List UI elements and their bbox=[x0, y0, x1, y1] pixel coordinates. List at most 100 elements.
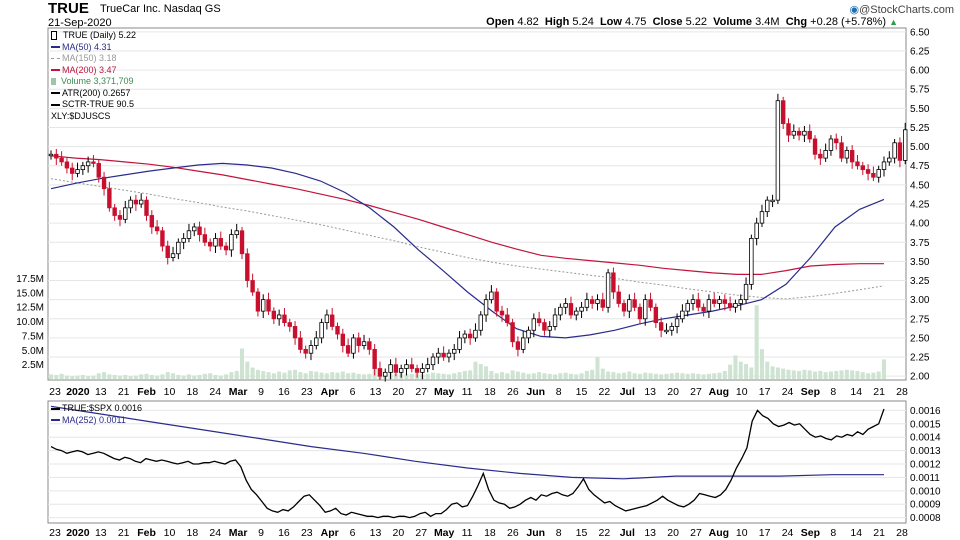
volume-axis-labels: 17.5M 15.0M 12.5M 10.0M 7.5M 5.0M 2.5M bbox=[16, 274, 44, 371]
candle-body bbox=[860, 165, 865, 170]
date-tick-label: Jul bbox=[620, 527, 635, 539]
change-value: +0.28 (+5.78%) bbox=[810, 16, 887, 28]
candle-body bbox=[849, 150, 855, 163]
ma200-line bbox=[50, 155, 884, 275]
candle-body bbox=[871, 172, 876, 178]
volume-bar bbox=[144, 373, 149, 379]
candle-body bbox=[658, 322, 664, 331]
volume-bar bbox=[728, 364, 733, 379]
candle-body bbox=[526, 329, 531, 339]
date-tick-label: Mar bbox=[229, 527, 248, 539]
ratio-legend: TRUE:$SPX 0.0016 MA(252) 0.0011 bbox=[51, 403, 142, 426]
volume-bar bbox=[287, 370, 292, 379]
volume-bar bbox=[712, 373, 717, 379]
volume-bar bbox=[855, 370, 860, 379]
candle-body bbox=[176, 241, 181, 255]
date-tick-label: 16 bbox=[278, 386, 290, 398]
candle-body bbox=[48, 153, 54, 157]
candle-body bbox=[314, 337, 319, 346]
candle-body bbox=[770, 199, 775, 203]
volume-bar bbox=[489, 370, 494, 379]
candle-body bbox=[154, 226, 160, 232]
candle-body bbox=[558, 306, 563, 316]
candle-body bbox=[271, 310, 277, 320]
ma252-line bbox=[50, 405, 884, 480]
volume-bar bbox=[611, 372, 616, 379]
date-tick-label: Jun bbox=[526, 527, 545, 539]
price-tick-label: 2.50 bbox=[910, 333, 930, 344]
volume-bar bbox=[797, 370, 802, 379]
date-tick-label: 27 bbox=[415, 386, 427, 398]
legend-entry: MA(200) 3.47 bbox=[51, 65, 136, 77]
date-tick-label: 26 bbox=[507, 386, 519, 398]
volume-bar bbox=[462, 370, 467, 379]
candle-body bbox=[372, 348, 377, 369]
date-tick-label: 24 bbox=[782, 386, 794, 398]
price-tick-label: 4.50 bbox=[910, 180, 930, 191]
volume-bar bbox=[452, 373, 457, 379]
volume-bar bbox=[255, 369, 260, 379]
price-tick-label: 4.75 bbox=[910, 161, 930, 172]
volume-bar bbox=[643, 372, 648, 379]
volume-bar bbox=[722, 370, 727, 379]
volume-bar bbox=[675, 372, 680, 379]
candle-body bbox=[584, 299, 590, 308]
volume-bar bbox=[866, 373, 871, 379]
candle-body bbox=[446, 352, 452, 358]
candle-body bbox=[600, 299, 605, 308]
candle-body bbox=[473, 329, 478, 339]
stockcharts-logo[interactable]: ◉@StockCharts.com bbox=[849, 3, 954, 16]
date-tick-label: 6 bbox=[350, 527, 356, 539]
candle-body bbox=[706, 299, 712, 312]
candle-body bbox=[855, 161, 860, 167]
volume-bar bbox=[542, 373, 547, 379]
volume-bar bbox=[563, 372, 568, 379]
date-tick-label: 15 bbox=[576, 386, 588, 398]
candle-body bbox=[398, 368, 404, 373]
date-tick-label: May bbox=[434, 386, 455, 398]
date-tick-label: 14 bbox=[850, 527, 862, 539]
ratio-tick-label: 0.0009 bbox=[910, 500, 941, 511]
candle-body bbox=[319, 322, 324, 339]
volume-bar bbox=[834, 370, 839, 379]
legend-entry: Volume 3,371,709 bbox=[51, 76, 136, 88]
candle-body bbox=[637, 306, 643, 320]
candle-body bbox=[144, 199, 149, 216]
date-tick-label: 6 bbox=[350, 386, 356, 398]
volume-bar bbox=[579, 373, 584, 379]
candle-body bbox=[430, 356, 436, 366]
volume-bar bbox=[293, 369, 298, 379]
candle-body bbox=[664, 329, 669, 333]
volume-bar bbox=[335, 372, 340, 379]
date-tick-label: 8 bbox=[556, 527, 562, 539]
date-tick-label: 23 bbox=[49, 527, 61, 539]
volume-bar bbox=[224, 374, 229, 379]
candle-body bbox=[818, 153, 823, 159]
volume-bar bbox=[680, 373, 685, 379]
candle-body bbox=[531, 318, 537, 331]
volume-bar bbox=[659, 374, 664, 379]
volume-bar bbox=[102, 372, 107, 379]
date-tick-label: 22 bbox=[599, 527, 611, 539]
line-icon bbox=[51, 419, 60, 422]
date-tick-label: 13 bbox=[95, 386, 107, 398]
candle-body bbox=[123, 207, 128, 220]
candle-body bbox=[361, 341, 367, 346]
dotted-line-icon bbox=[51, 58, 60, 60]
volume-bar bbox=[478, 364, 483, 379]
candle-body bbox=[669, 326, 674, 331]
date-tick-label: 18 bbox=[187, 527, 199, 539]
price-tick-label: 6.25 bbox=[910, 46, 930, 57]
volume-tick-label: 7.5M bbox=[22, 331, 44, 342]
volume-bar bbox=[850, 370, 855, 379]
volume-bar bbox=[701, 374, 706, 379]
volume-bar bbox=[271, 373, 276, 379]
price-axis-labels: 6.50 6.25 6.00 5.75 5.50 5.25 5.00 4.75 4.50 4.25… bbox=[910, 27, 930, 382]
candle-body bbox=[568, 303, 574, 316]
volume-bar bbox=[521, 372, 526, 379]
ratio-lines bbox=[50, 405, 885, 519]
high-label: High bbox=[544, 16, 570, 28]
date-tick-label: 21 bbox=[118, 386, 130, 398]
volume-bar bbox=[754, 305, 759, 379]
candle-body bbox=[250, 280, 255, 293]
